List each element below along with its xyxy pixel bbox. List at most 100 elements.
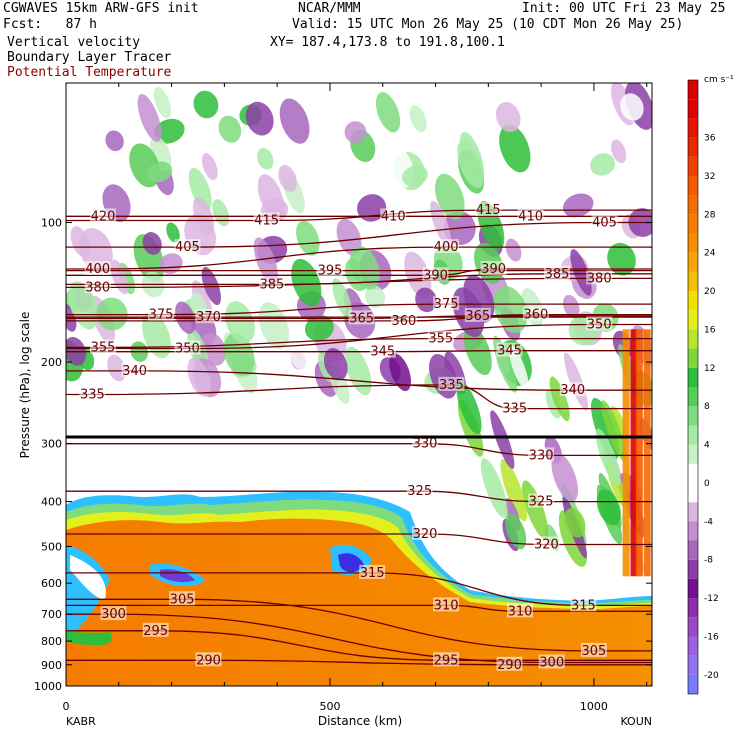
vv-cell bbox=[500, 458, 528, 522]
theta-label-bg bbox=[438, 376, 465, 391]
colorbar-tick-label: 16 bbox=[704, 325, 716, 335]
vv-cell bbox=[364, 285, 386, 309]
theta-label-bg bbox=[84, 279, 111, 294]
colorbar-swatch bbox=[688, 195, 698, 215]
valid-time: Valid: 15 UTC Mon 26 May 25 (10 CDT Mon … bbox=[292, 17, 684, 32]
vv-cell bbox=[590, 153, 616, 176]
vv-cell bbox=[375, 92, 401, 133]
theta-label-bg bbox=[480, 261, 507, 275]
vv-cell bbox=[493, 286, 528, 333]
colorbar-swatch bbox=[688, 387, 698, 407]
theta-label: 325 bbox=[407, 484, 432, 499]
theta-label-bg bbox=[148, 306, 174, 321]
colorbar-tick-label: 28 bbox=[704, 210, 716, 220]
theta-label: 310 bbox=[434, 598, 459, 613]
plot-area: 420 415 410 415 410 405 405 400 400 395 390 390 385 3… bbox=[66, 83, 652, 686]
colorbar-swatch bbox=[688, 118, 698, 138]
colorbar-tick-label: 12 bbox=[704, 364, 715, 374]
vv-cell bbox=[278, 164, 297, 192]
theta-label: 395 bbox=[318, 264, 343, 279]
vv-cell bbox=[540, 122, 560, 160]
theta-label: 410 bbox=[518, 209, 543, 224]
theta-label: 335 bbox=[439, 378, 464, 393]
potential-temperature-labels: 420 415 410 415 410 405 405 400 400 395 390 390 385 3… bbox=[79, 202, 618, 673]
vv-cell bbox=[279, 98, 310, 144]
model-title: CGWAVES 15km ARW-GFS init bbox=[3, 1, 199, 16]
colorbar-swatch bbox=[688, 156, 698, 176]
theta-label-bg bbox=[169, 591, 196, 606]
theta-label-bg bbox=[390, 312, 417, 327]
colorbar-tick-label: 4 bbox=[704, 441, 710, 451]
theta-label-bg bbox=[570, 597, 597, 612]
theta-label: 340 bbox=[560, 383, 585, 398]
theta-label-bg bbox=[79, 386, 106, 401]
vv-cell bbox=[545, 389, 561, 419]
vv-cell bbox=[212, 199, 230, 227]
colorbar-swatch bbox=[688, 598, 698, 618]
theta-label-bg bbox=[195, 309, 222, 324]
vv-cell bbox=[611, 139, 627, 164]
x-tick-label: 0 bbox=[63, 700, 70, 713]
colorbar-tick-label: 32 bbox=[704, 172, 715, 182]
vv-cell bbox=[105, 130, 124, 152]
theta-label-bg bbox=[528, 447, 555, 462]
colorbar-tick-label: 36 bbox=[704, 134, 716, 144]
theta-contour-325 bbox=[66, 490, 652, 503]
theta-label: 355 bbox=[428, 332, 453, 347]
x-start-station-label: KABR bbox=[66, 715, 96, 728]
theta-label-bg bbox=[317, 262, 343, 277]
theta-label: 365 bbox=[349, 311, 374, 326]
theta-label: 360 bbox=[391, 314, 416, 329]
colorbar-tick-label: 0 bbox=[704, 479, 710, 489]
updraft-column bbox=[622, 329, 630, 577]
theta-label: 305 bbox=[581, 644, 606, 659]
y-axis: 100 200 300 400 500 600 700 800 900 1000 bbox=[34, 217, 652, 693]
y-tick-label: 1000 bbox=[34, 680, 62, 693]
theta-label: 390 bbox=[481, 262, 506, 277]
theta-label-bg bbox=[517, 208, 544, 223]
vv-cell bbox=[549, 376, 570, 422]
theta-label: 410 bbox=[381, 209, 406, 224]
theta-label-bg bbox=[433, 239, 460, 254]
colorbar-swatch bbox=[688, 99, 698, 119]
x-axis-title: Distance (km) bbox=[318, 714, 402, 728]
theta-label-bg bbox=[121, 362, 148, 377]
colorbar-swatch bbox=[688, 80, 698, 100]
theta-label-bg bbox=[496, 656, 523, 671]
colorbar-swatch bbox=[688, 425, 698, 445]
vv-cell bbox=[187, 357, 211, 397]
vv-cell bbox=[137, 93, 162, 143]
field-boundary-layer-tracer: Boundary Layer Tracer bbox=[7, 50, 172, 65]
y-tick-label: 500 bbox=[41, 540, 62, 553]
colorbar-swatch bbox=[688, 175, 698, 196]
theta-label: 350 bbox=[175, 342, 200, 357]
theta-contour-315 bbox=[66, 572, 652, 607]
theta-label-bg bbox=[90, 339, 116, 354]
colorbar-swatch bbox=[688, 252, 698, 272]
vv-cell bbox=[193, 90, 219, 119]
colorbar-swatch bbox=[688, 655, 698, 675]
vv-cell bbox=[345, 346, 372, 396]
theta-label: 415 bbox=[254, 214, 279, 229]
theta-label-bg bbox=[433, 652, 460, 667]
colorbar-tick-label: -8 bbox=[704, 556, 713, 566]
theta-label: 315 bbox=[360, 566, 385, 581]
vv-cell bbox=[562, 193, 594, 218]
theta-label: 400 bbox=[434, 240, 459, 255]
theta-label-bg bbox=[427, 330, 454, 345]
plot-frame bbox=[65, 82, 653, 687]
theta-label-bg bbox=[258, 276, 285, 291]
vv-cell bbox=[389, 353, 412, 392]
init-time: Init: 00 UTC Fri 23 May 25 bbox=[522, 1, 726, 16]
theta-label: 295 bbox=[434, 653, 459, 668]
vv-cell bbox=[344, 121, 367, 144]
theta-label-bg bbox=[475, 202, 502, 217]
theta-label-bg bbox=[253, 212, 280, 227]
vv-cell bbox=[456, 380, 482, 435]
vv-cell bbox=[323, 348, 348, 381]
theta-label-bg bbox=[359, 564, 386, 579]
theta-label-bg bbox=[586, 316, 613, 331]
field-potential-temperature: Potential Temperature bbox=[7, 65, 172, 80]
colorbar-swatch bbox=[688, 137, 698, 157]
colorbar-tick-label: 8 bbox=[704, 402, 710, 412]
